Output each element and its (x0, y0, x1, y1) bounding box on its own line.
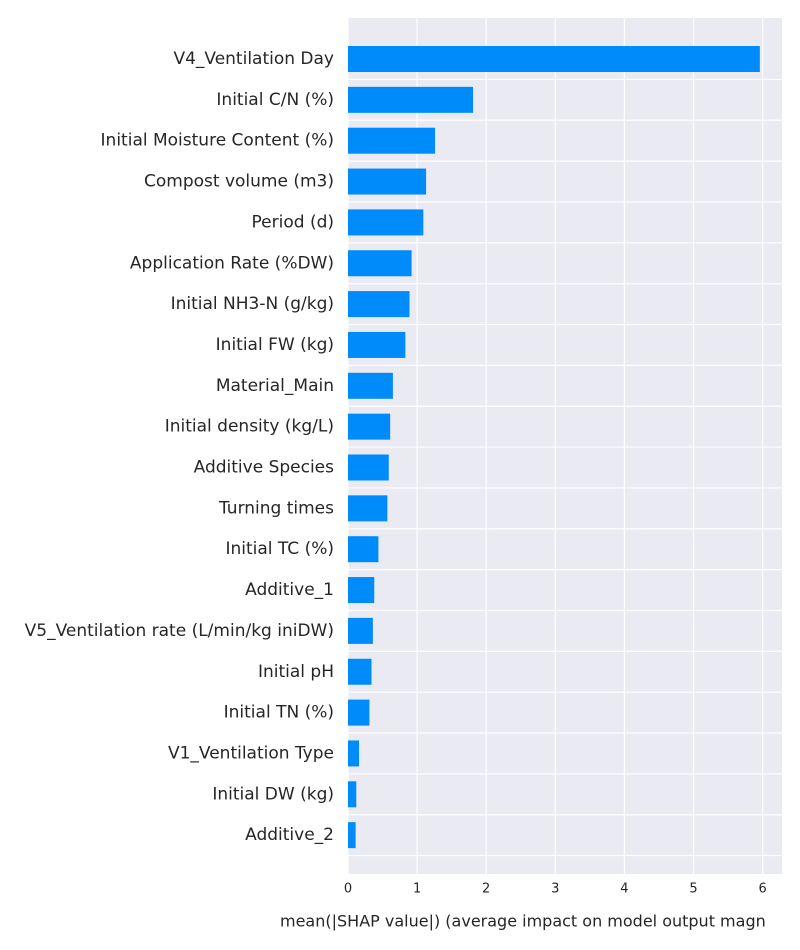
bar (348, 781, 357, 808)
category-label: Additive_2 (245, 825, 334, 845)
x-tick-label: 0 (344, 882, 352, 897)
x-tick-label: 2 (482, 882, 490, 897)
category-label: Initial pH (258, 662, 334, 682)
bar (348, 454, 389, 481)
category-label: V5_Ventilation rate (L/min/kg iniDW) (25, 621, 334, 641)
x-axis-title: mean(|SHAP value|) (average impact on mo… (280, 912, 766, 931)
bar (348, 495, 388, 522)
category-label: V4_Ventilation Day (173, 49, 334, 69)
x-tick-label: 1 (413, 882, 421, 897)
category-label: V1_Ventilation Type (168, 743, 334, 763)
category-label: Compost volume (m3) (144, 172, 334, 192)
category-label: Initial TC (%) (225, 539, 334, 559)
bar (348, 127, 436, 154)
bar (348, 331, 406, 358)
bars (348, 46, 760, 849)
x-tick-label: 6 (758, 882, 766, 897)
bar (348, 209, 424, 236)
category-label: Initial FW (kg) (216, 335, 334, 355)
bar (348, 86, 474, 113)
category-label: Additive Species (194, 458, 335, 478)
category-label: Additive_1 (245, 580, 334, 600)
x-tick-label: 4 (620, 882, 628, 897)
bar (348, 291, 410, 318)
bar (348, 577, 375, 604)
category-label: Initial density (kg/L) (165, 417, 334, 437)
bar (348, 250, 412, 277)
bar (348, 617, 373, 644)
category-label: Initial TN (%) (224, 703, 334, 723)
bar (348, 740, 360, 767)
bar (348, 372, 393, 399)
bar (348, 536, 379, 563)
category-label: Initial DW (kg) (212, 784, 334, 804)
bar (348, 168, 427, 195)
bar (348, 46, 760, 72)
x-tick-label: 3 (551, 882, 559, 897)
bar (348, 413, 391, 440)
bar (348, 822, 356, 849)
bar (348, 699, 370, 726)
category-label: Material_Main (216, 376, 334, 396)
category-label: Initial C/N (%) (216, 90, 334, 110)
category-label: Turning times (218, 498, 334, 518)
grid-lines (347, 18, 782, 874)
category-label: Initial NH3-N (g/kg) (171, 294, 334, 314)
x-tick-label: 5 (689, 882, 697, 897)
category-labels: V4_Ventilation Day Initial C/N (%) Initial… (25, 49, 334, 845)
bar (348, 658, 372, 685)
x-ticks: 0 1 2 3 4 5 6 (344, 882, 767, 897)
category-label: Application Rate (%DW) (130, 253, 334, 273)
category-label: Initial Moisture Content (%) (101, 131, 334, 151)
category-label: Period (d) (252, 212, 334, 232)
